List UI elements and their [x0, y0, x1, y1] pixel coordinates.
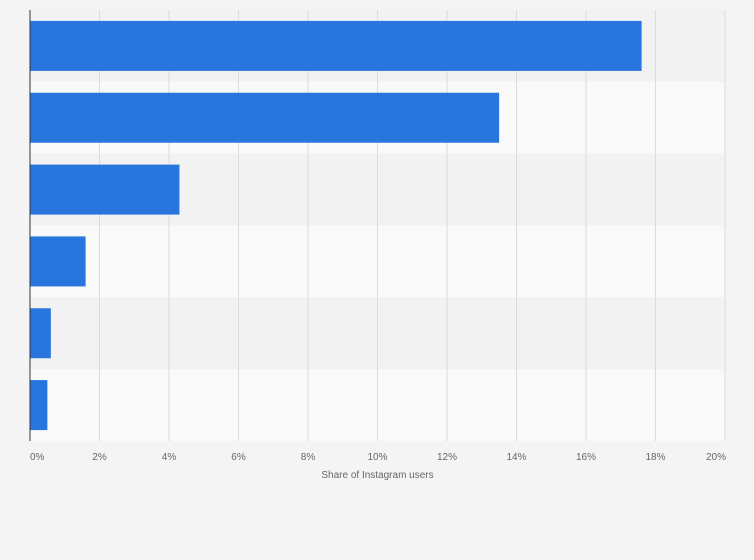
bar: [30, 308, 51, 359]
x-tick-label: 8%: [301, 452, 316, 463]
x-tick-label: 16%: [576, 452, 596, 463]
x-tick-label: 10%: [367, 452, 387, 463]
x-axis-ticks: 0% 2% 4% 6% 8% 10% 12% 14% 16% 18% 20%: [30, 452, 726, 463]
x-tick-label: 14%: [506, 452, 526, 463]
x-tick-label: 6%: [231, 452, 246, 463]
x-tick-label: 2%: [92, 452, 107, 463]
bar: [30, 164, 180, 215]
x-tick-label: 4%: [162, 452, 177, 463]
grid-lines: [99, 10, 726, 441]
x-tick-label: 18%: [645, 452, 665, 463]
x-tick-label: 12%: [437, 452, 457, 463]
bar: [30, 236, 86, 287]
bar: [30, 380, 48, 431]
x-axis-title: Share of Instagram users: [321, 470, 433, 481]
bar: [30, 92, 500, 143]
bars: [30, 20, 642, 431]
bar: [30, 20, 642, 71]
x-tick-label: 0%: [30, 452, 45, 463]
x-tick-label: 20%: [706, 452, 726, 463]
